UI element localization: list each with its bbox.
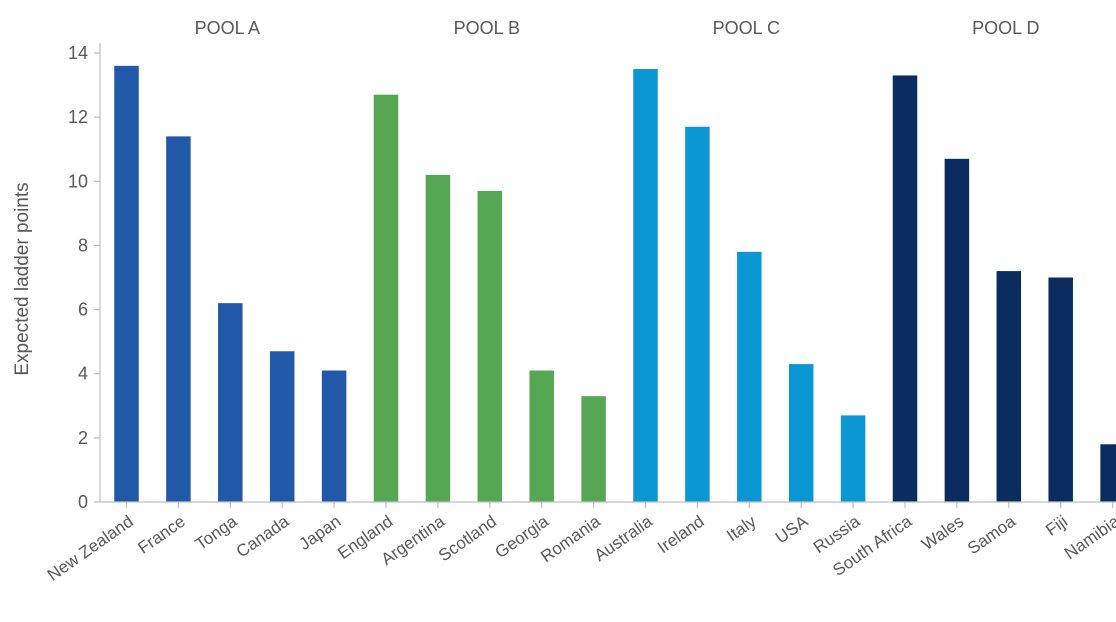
x-tick-label: Samoa [964,511,1019,558]
y-tick-label: 14 [68,43,88,63]
bar [529,370,554,502]
y-tick-label: 0 [78,492,88,512]
bar [788,364,814,502]
y-axis-title: Expected ladder points [12,182,33,375]
pool-labels: POOL A POOL B POOL C POOL D [195,18,1040,38]
bar [685,126,710,502]
y-tick-label: 2 [78,428,88,448]
bars [114,65,1116,503]
bar [996,271,1022,502]
x-tick-label: Scotland [435,512,500,566]
bar [218,303,243,502]
bar [373,94,399,502]
pool-label: POOL B [454,18,520,38]
bar [425,174,451,502]
x-tick-label: Fiji [1042,512,1071,540]
bar [1100,444,1116,502]
bar [840,415,866,502]
x-tick-label: Canada [233,511,293,561]
pool-label: POOL A [195,18,260,38]
x-tick-label: New Zealand [44,512,137,585]
x-tick-label: Ireland [654,512,707,557]
y-tick-label: 8 [78,235,88,255]
pool-label: POOL C [713,18,780,38]
x-tick-label: Italy [723,511,760,545]
x-tick-label: Romania [537,511,604,566]
bar [892,75,918,502]
bar [944,158,970,503]
y-tick-label: 12 [68,107,88,127]
x-tick-label: Wales [918,512,967,554]
y-tick-label: 10 [68,171,88,191]
bar [166,136,191,502]
y-axis: 0 2 4 6 8 10 12 14 [68,43,101,512]
x-tick-label: Australia [591,511,657,565]
bar [114,65,139,502]
bar [737,251,762,502]
bar [269,351,295,502]
bar [321,370,347,502]
pool-label: POOL D [972,18,1039,38]
bar [477,190,503,502]
bar [581,396,606,502]
x-tick-label: Namibia [1061,511,1116,563]
y-tick-label: 6 [78,300,88,320]
bar [1048,277,1073,502]
bar [633,69,658,503]
x-tick-label: France [134,512,188,558]
x-tick-label: USA [772,511,812,547]
y-tick-label: 4 [78,364,88,384]
